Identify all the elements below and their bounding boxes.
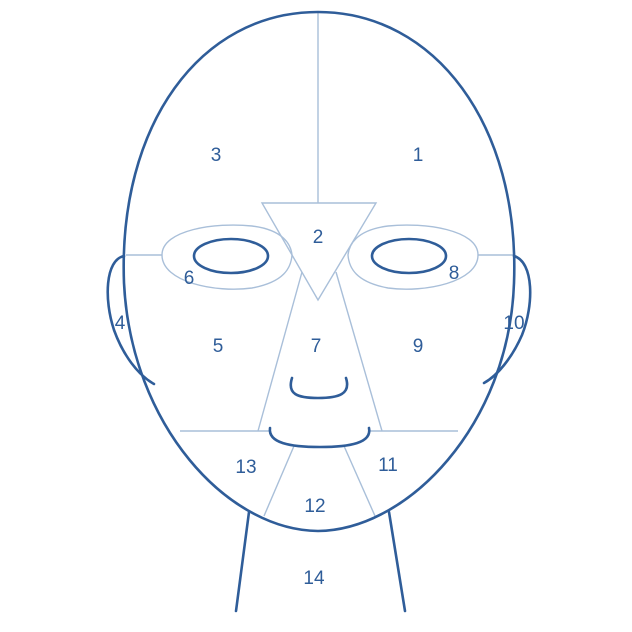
chin-right-divider [343, 445, 376, 517]
zone-label-3: 3 [211, 145, 222, 166]
zone-label-5: 5 [213, 336, 224, 357]
zone-label-12: 12 [304, 496, 325, 517]
right-eye-zone-outline [347, 224, 479, 290]
zone-label-7: 7 [311, 336, 322, 357]
neck-left-line [234, 510, 251, 613]
zone-label-13: 13 [235, 457, 256, 478]
right-ear-outline [482, 254, 532, 385]
left-eye-zone-outline [161, 224, 293, 290]
zone-label-1: 1 [413, 145, 424, 166]
zone-label-11: 11 [378, 455, 398, 476]
zone-label-8: 8 [449, 263, 460, 284]
glabella-triangle [260, 202, 378, 302]
left-eye [192, 237, 270, 275]
head-outline [122, 10, 516, 533]
zone-labels: 1 2 3 4 5 6 7 8 9 10 11 12 13 14 [115, 145, 525, 589]
neck-right-line [387, 510, 407, 613]
zone-label-4: 4 [115, 313, 126, 334]
right-eye [370, 237, 448, 275]
zone-label-10: 10 [503, 313, 524, 334]
left-ear-outline [106, 254, 156, 386]
mouth [268, 426, 371, 449]
nose-left-divider [257, 271, 303, 432]
face-outlines [106, 10, 532, 613]
nose-right-divider [335, 271, 383, 432]
chin-left-divider [263, 445, 295, 517]
zone-label-14: 14 [303, 568, 325, 589]
zone-label-6: 6 [184, 268, 195, 289]
zone-label-2: 2 [313, 227, 324, 248]
nose-base [289, 376, 349, 400]
zone-label-9: 9 [413, 336, 424, 357]
zone-dividers [126, 12, 514, 517]
